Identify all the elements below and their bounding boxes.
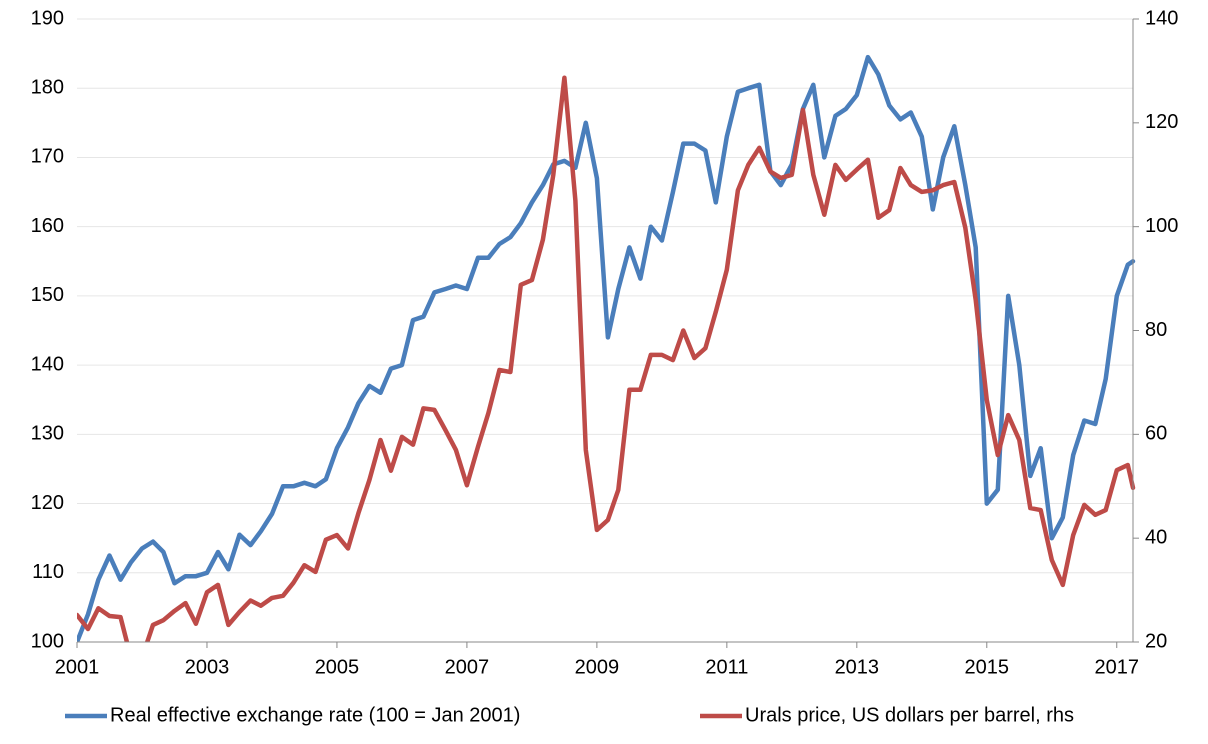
x-tick-label: 2005 — [315, 656, 360, 678]
x-tick-label: 2003 — [185, 656, 230, 678]
plot-area — [77, 54, 1136, 642]
y-tick-label: 160 — [31, 215, 64, 237]
y-tick-label: 100 — [31, 630, 64, 652]
data-line — [77, 54, 1136, 642]
y-tick-label: 150 — [31, 284, 64, 306]
y2-tick-label: 40 — [1145, 526, 1167, 548]
y2-tick-label: 60 — [1145, 423, 1167, 445]
y2-tick-label: 20 — [1145, 630, 1167, 652]
y-tick-label: 120 — [31, 492, 64, 514]
y-tick-label: 170 — [31, 146, 64, 168]
data-line — [77, 75, 1136, 642]
x-tick-label: 2001 — [55, 656, 100, 678]
x-tick-label: 2017 — [1095, 656, 1140, 678]
legend-label: Real effective exchange rate (100 = Jan … — [110, 704, 520, 726]
x-tick-label: 2007 — [445, 656, 490, 678]
y2-tick-label: 140 — [1145, 7, 1178, 29]
y2-tick-label: 120 — [1145, 111, 1178, 133]
y-tick-label: 130 — [31, 423, 64, 445]
y-tick-label: 110 — [32, 561, 64, 583]
y2-tick-label: 100 — [1145, 215, 1178, 237]
x-tick-label: 2015 — [965, 656, 1010, 678]
x-tick-label: 2011 — [705, 656, 748, 678]
legend-label: Urals price, US dollars per barrel, rhs — [745, 704, 1074, 726]
y-tick-label: 140 — [31, 353, 64, 375]
x-tick-label: 2013 — [835, 656, 880, 678]
y-tick-label: 190 — [31, 7, 64, 29]
y-tick-label: 180 — [31, 77, 64, 99]
y2-tick-label: 80 — [1145, 319, 1167, 341]
x-tick-label: 2009 — [575, 656, 620, 678]
